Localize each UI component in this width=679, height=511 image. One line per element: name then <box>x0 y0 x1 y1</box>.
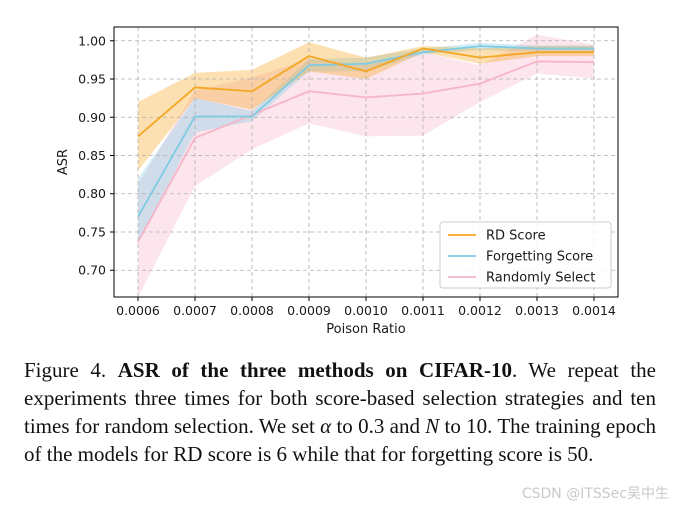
caption-text-2: to 0.3 and <box>331 414 426 438</box>
x-tick-label: 0.0011 <box>401 303 445 318</box>
x-tick-label: 0.0006 <box>116 303 160 318</box>
x-axis-label: Poison Ratio <box>326 322 405 337</box>
y-tick-label: 0.85 <box>78 148 106 163</box>
legend-label: Randomly Select <box>486 271 595 286</box>
watermark: CSDN @ITSSec吴中生 <box>521 486 669 502</box>
line-rd-score <box>137 47 594 138</box>
caption-n: N <box>425 414 440 438</box>
y-tick-label: 0.70 <box>78 263 106 278</box>
x-tick-label: 0.0013 <box>515 303 559 318</box>
x-tick-label: 0.0014 <box>572 303 616 318</box>
legend-label: Forgetting Score <box>486 250 593 265</box>
y-tick-label: 1.00 <box>78 33 106 48</box>
line-randomly-select <box>137 60 595 243</box>
x-tick-label: 0.0007 <box>173 303 217 318</box>
legend-box <box>439 221 612 289</box>
series-lines <box>137 45 595 243</box>
y-tick-label: 0.75 <box>78 224 106 239</box>
x-tick-label: 0.0012 <box>458 303 502 318</box>
legend-label: RD Score <box>486 229 546 244</box>
y-axis-label: ASR <box>56 149 71 175</box>
band-rd-score <box>138 42 594 171</box>
x-tick-label: 0.0008 <box>230 303 274 318</box>
caption-alpha: α <box>320 414 332 438</box>
y-axis-ticks: 0.70 0.75 0.80 0.85 0.90 0.95 1.00 <box>78 33 114 278</box>
caption-bold-title: ASR of the three methods on CIFAR-10 <box>117 358 512 382</box>
x-tick-label: 0.0009 <box>287 303 331 318</box>
x-axis-ticks: 0.0006 0.0007 0.0008 0.0009 0.0010 0.0011 0.00… <box>116 297 616 318</box>
y-tick-label: 0.90 <box>78 110 106 125</box>
y-tick-label: 0.80 <box>78 186 106 201</box>
caption-fig-label: Figure 4. <box>24 358 118 382</box>
y-tick-label: 0.95 <box>78 72 106 87</box>
line-forgetting-score <box>137 45 594 218</box>
figure-caption: Figure 4. ASR of the three methods on CI… <box>24 356 656 468</box>
caption-text-3: to 10. The training epoch of the models … <box>24 414 657 466</box>
legend: RD Score Forgetting Score Randomly Select <box>439 221 612 289</box>
caption-text-1: . We repeat the experiments three times … <box>24 358 657 438</box>
asr-line-chart: 0.0006 0.0007 0.0008 0.0009 0.0010 0.0011 0.00… <box>56 26 619 337</box>
x-tick-label: 0.0010 <box>344 303 388 318</box>
